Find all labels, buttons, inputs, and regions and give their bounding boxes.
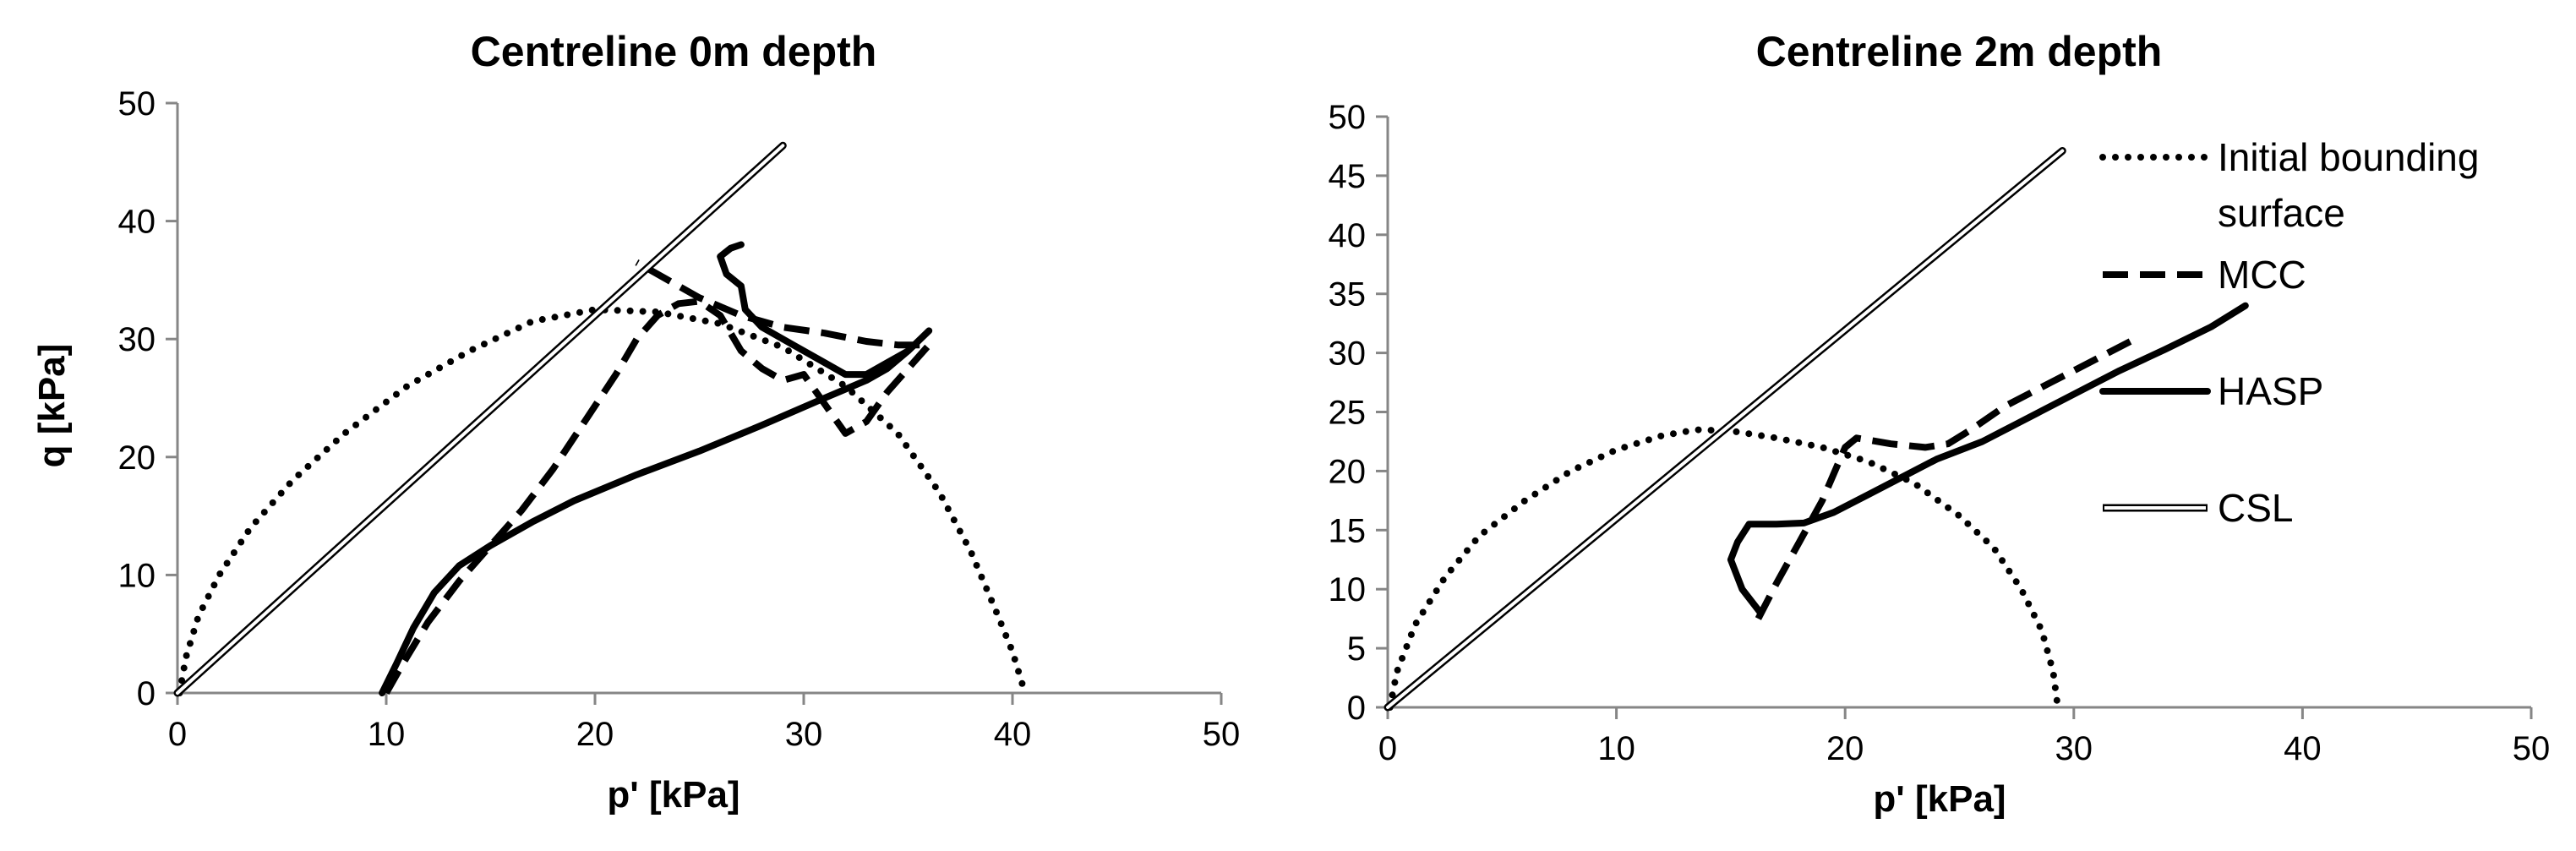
- x-tick-label: 20: [576, 716, 614, 753]
- y-tick-label: 40: [118, 204, 156, 241]
- y-tick-label: 15: [1329, 512, 1367, 549]
- x-tick-label: 20: [1826, 730, 1864, 767]
- y-tick-label: 20: [1329, 453, 1367, 490]
- x-tick-label: 0: [1378, 730, 1397, 767]
- chart-1-xlabel: p' [kPa]: [607, 774, 740, 816]
- chart-centreline-0m: Centreline 0m depth 0 10 20 30 40 50 0 10 20 30 40…: [31, 28, 1240, 816]
- x-tick-label: 10: [1597, 730, 1635, 767]
- series-mcc-line: [383, 259, 933, 695]
- x-tick-label: 40: [994, 716, 1032, 753]
- y-tick-label: 0: [137, 675, 156, 712]
- series-initial-bounding-surface-line: [176, 306, 1029, 696]
- chart-2-legend: Initial bounding surface MCC HASP CSL: [2099, 135, 2479, 530]
- series-initial-bounding-surface-line: [1386, 426, 2061, 711]
- x-tick-label: 10: [368, 716, 406, 753]
- legend-initial-bounding-surface-label: Initial bounding: [2218, 135, 2479, 179]
- legend-mcc-label: MCC: [2218, 253, 2306, 297]
- chart-2-title: Centreline 2m depth: [1756, 28, 2163, 75]
- y-tick-label: 45: [1329, 158, 1367, 195]
- y-tick-label: 25: [1329, 395, 1367, 432]
- chart-2-plot-area: 0 10 20 30 40 50 0 5 10 15 20 25 30 35 40 45 50: [1329, 99, 2551, 767]
- y-tick-label: 35: [1329, 276, 1367, 314]
- chart-1-plot-area: 0 10 20 30 40 50 0 10 20 30 40 50: [118, 85, 1241, 753]
- y-tick-label: 40: [1329, 217, 1367, 254]
- series-mcc-line: [1755, 338, 2133, 620]
- series-csl-line-inner: [1386, 149, 2065, 709]
- y-tick-label: 10: [1329, 571, 1367, 608]
- chart-1-ylabel: q [kPa]: [31, 344, 73, 468]
- legend-csl-label: CSL: [2218, 486, 2293, 530]
- y-tick-label: 10: [118, 557, 156, 594]
- x-tick-label: 30: [2055, 730, 2093, 767]
- y-tick-label: 5: [1347, 630, 1366, 668]
- x-tick-label: 50: [1203, 716, 1241, 753]
- x-tick-label: 0: [168, 716, 187, 753]
- chart-centreline-2m: Centreline 2m depth 0 10 20 30 40 50 0 5 10 15 20 2…: [1329, 28, 2551, 820]
- x-tick-label: 30: [785, 716, 823, 753]
- chart-2-xlabel: p' [kPa]: [1873, 778, 2006, 820]
- y-tick-label: 30: [118, 321, 156, 358]
- legend-initial-bounding-surface-label: surface: [2218, 191, 2345, 235]
- x-tick-label: 40: [2284, 730, 2322, 767]
- chart-1-title: Centreline 0m depth: [471, 28, 877, 75]
- legend-hasp-label: HASP: [2218, 369, 2323, 413]
- x-tick-label: 50: [2513, 730, 2551, 767]
- series-hasp-line: [379, 241, 933, 696]
- series-hasp-line: [1727, 302, 2249, 617]
- series-csl-line-inner: [176, 144, 785, 695]
- y-tick-label: 50: [118, 85, 156, 123]
- y-tick-label: 30: [1329, 335, 1367, 373]
- y-tick-label: 0: [1347, 690, 1366, 727]
- y-tick-label: 50: [1329, 99, 1367, 136]
- y-tick-label: 20: [118, 439, 156, 477]
